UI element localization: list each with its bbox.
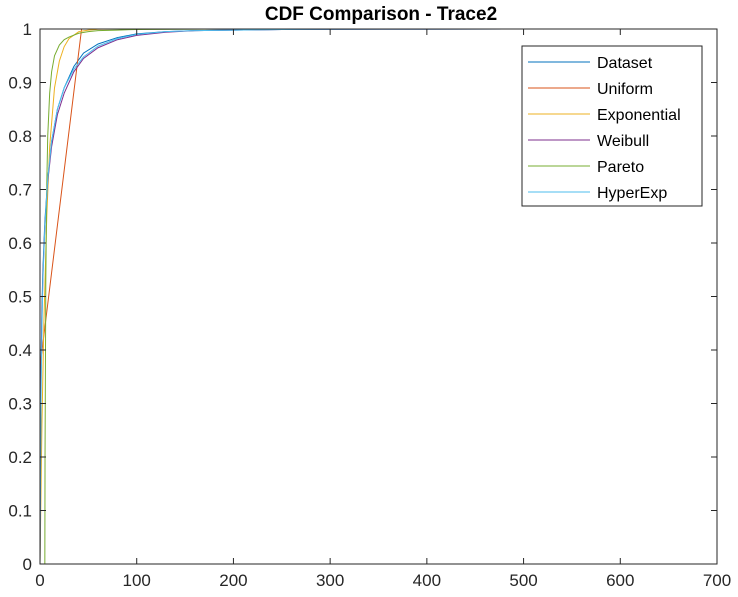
y-tick-label: 0 (23, 555, 32, 574)
x-tick-label: 400 (413, 571, 441, 590)
x-tick-label: 700 (703, 571, 731, 590)
y-tick-label: 0.2 (8, 448, 32, 467)
legend-label-dataset: Dataset (597, 55, 653, 72)
x-tick-label: 300 (316, 571, 344, 590)
y-tick-label: 1 (23, 20, 32, 39)
y-tick-label: 0.9 (8, 74, 32, 93)
y-tick-label: 0.7 (8, 181, 32, 200)
legend-label-weibull: Weibull (597, 133, 649, 150)
y-tick-label: 0.5 (8, 288, 32, 307)
legend-box (521, 45, 703, 207)
y-tick-label: 0.3 (8, 395, 32, 414)
legend-label-uniform: Uniform (597, 81, 653, 98)
legend: Dataset Uniform Exponential Weibull Pareto Hy… (521, 45, 703, 207)
x-axis: 0 100 200 300 400 500 600 700 (35, 29, 731, 590)
y-tick-label: 0.6 (8, 234, 32, 253)
chart-title: CDF Comparison - Trace2 (265, 4, 497, 25)
x-tick-label: 100 (123, 571, 151, 590)
legend-label-hyperexp: HyperExp (597, 185, 667, 202)
x-tick-label: 600 (606, 571, 634, 590)
y-tick-label: 0.8 (8, 127, 32, 146)
y-axis: 0 0.1 0.2 0.3 0.4 0.5 0.6 0.7 0.8 0.9 1 (8, 20, 717, 574)
x-tick-label: 200 (219, 571, 247, 590)
legend-label-exponential: Exponential (597, 107, 681, 124)
legend-label-pareto: Pareto (597, 159, 644, 176)
y-tick-label: 0.4 (8, 341, 32, 360)
x-tick-label: 0 (35, 571, 44, 590)
x-tick-label: 500 (509, 571, 537, 590)
y-tick-label: 0.1 (8, 502, 32, 521)
